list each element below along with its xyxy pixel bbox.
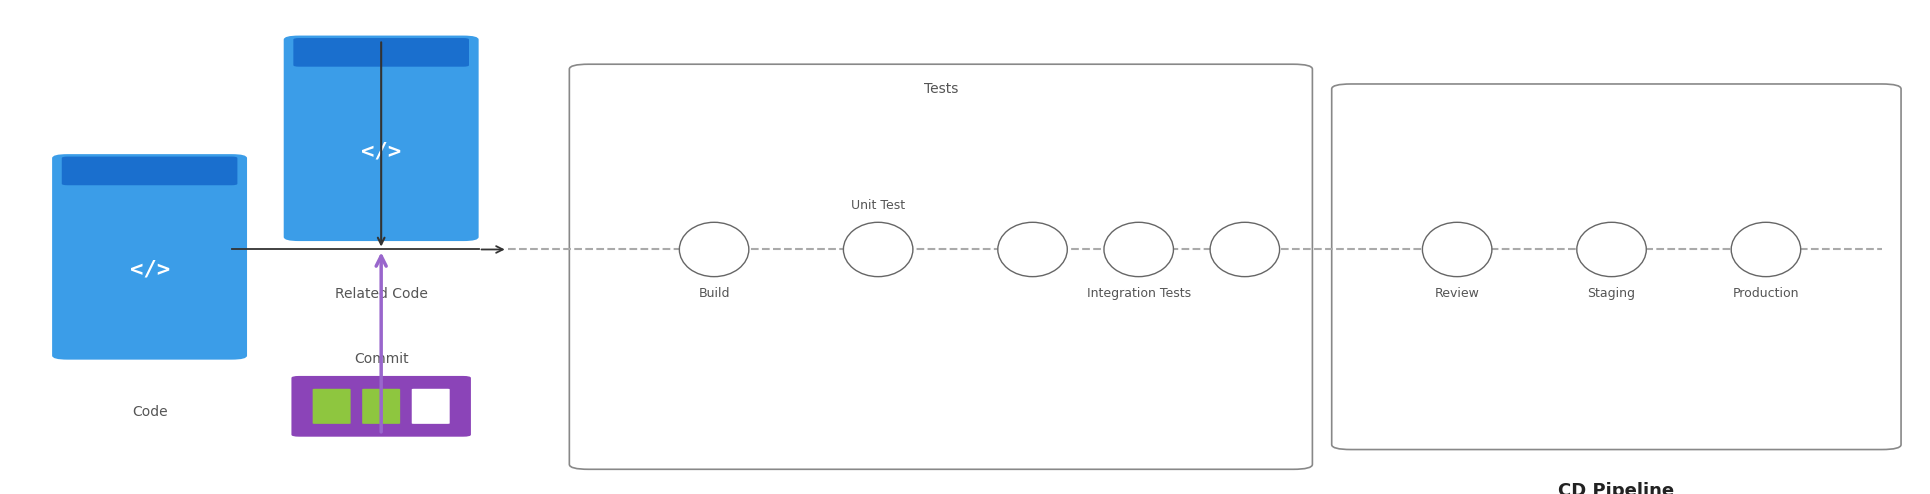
FancyBboxPatch shape [52,154,247,360]
FancyBboxPatch shape [411,389,450,424]
Text: </>: </> [361,141,401,161]
Text: Staging: Staging [1588,287,1635,299]
Ellipse shape [1422,222,1492,277]
Ellipse shape [679,222,749,277]
Text: Build: Build [699,287,730,299]
FancyBboxPatch shape [62,157,237,185]
Ellipse shape [998,222,1067,277]
Text: CD Pipeline: CD Pipeline [1558,482,1675,494]
Ellipse shape [1577,222,1646,277]
Text: Production: Production [1733,287,1799,299]
Text: Review: Review [1434,287,1480,299]
Text: Unit Test: Unit Test [851,200,905,212]
FancyBboxPatch shape [291,376,471,437]
Text: Related Code: Related Code [334,287,428,300]
FancyBboxPatch shape [363,389,400,424]
Ellipse shape [1104,222,1173,277]
Text: Tests: Tests [924,82,957,95]
FancyBboxPatch shape [313,389,351,424]
Ellipse shape [1731,222,1801,277]
Ellipse shape [1210,222,1280,277]
Text: </>: </> [129,260,170,280]
Text: Integration Tests: Integration Tests [1087,287,1191,299]
Ellipse shape [843,222,913,277]
Text: Commit: Commit [353,352,409,366]
Text: Code: Code [131,405,168,419]
FancyBboxPatch shape [284,36,479,241]
FancyBboxPatch shape [293,38,469,67]
